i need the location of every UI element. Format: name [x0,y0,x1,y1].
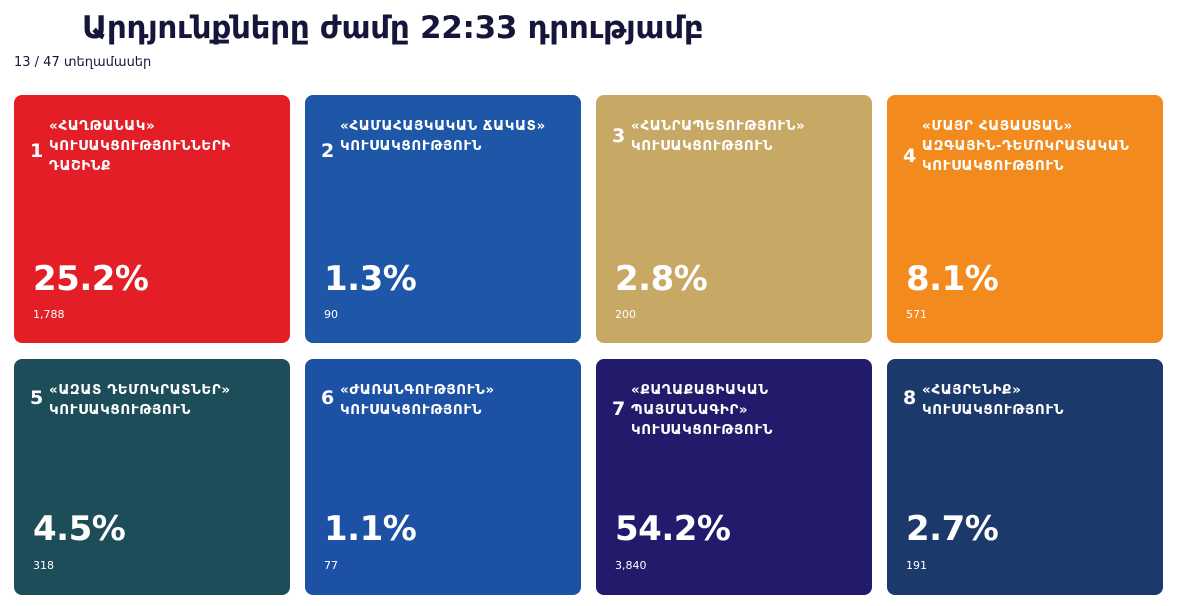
vote-percent: 25.2% [33,259,149,299]
vote-count: 318 [33,559,54,572]
party-name: «ԱԶԱՏ ԴԵՄՈԿՐԱՏՆԵՐ» ԿՈՒՍԱԿՑՈՒԹՅՈՒՆ [49,382,231,418]
party-number: 6 [321,387,335,409]
vote-percent: 1.1% [324,509,417,549]
vote-count: 200 [615,308,636,321]
vote-percent: 1.3% [324,259,417,299]
party-card-7[interactable]: 7 «ՔԱՂԱՔԱՑԻԱԿԱՆ ՊԱՅՄԱՆԱԳԻՐ» ԿՈՒՍԱԿՑՈՒԹՅՈ… [596,359,872,595]
vote-percent: 54.2% [615,509,731,549]
party-card-8[interactable]: 8 «ՀԱՅՐԵՆԻՔ» ԿՈՒՍԱԿՑՈՒԹՅՈՒՆ 2.7% 191 [887,359,1163,595]
party-name: «ՀԱՆՐԱՊԵՏՈՒԹՅՈՒՆ» ԿՈՒՍԱԿՑՈՒԹՅՈՒՆ [631,118,806,154]
party-card-6[interactable]: 6 «ԺԱՌԱՆԳՈՒԹՅՈՒՆ» ԿՈՒՍԱԿՑՈՒԹՅՈՒՆ 1.1% 77 [305,359,581,595]
party-card-4[interactable]: 4 «ՄԱՅՐ ՀԱՅԱՍՏԱՆ» ԱԶԳԱՅԻՆ-ԴԵՄՈԿՐԱՏԱԿԱՆ Կ… [887,95,1163,343]
party-card-5[interactable]: 5 «ԱԶԱՏ ԴԵՄՈԿՐԱՏՆԵՐ» ԿՈՒՍԱԿՑՈՒԹՅՈՒՆ 4.5%… [14,359,290,595]
party-name: «ՄԱՅՐ ՀԱՅԱՍՏԱՆ» ԱԶԳԱՅԻՆ-ԴԵՄՈԿՐԱՏԱԿԱՆ ԿՈՒ… [922,118,1130,174]
party-card-1[interactable]: 1 «ՀԱՂԹԱՆԱԿ» ԿՈՒՍԱԿՑՈՒԹՅՈՒՆՆԵՐԻ ԴԱՇԻՆՔ 2… [14,95,290,343]
party-number: 4 [903,145,917,167]
party-name: «ԺԱՌԱՆԳՈՒԹՅՈՒՆ» ԿՈՒՍԱԿՑՈՒԹՅՈՒՆ [340,382,495,418]
party-name: «ՔԱՂԱՔԱՑԻԱԿԱՆ ՊԱՅՄԱՆԱԳԻՐ» ԿՈՒՍԱԿՑՈՒԹՅՈՒՆ [631,382,774,438]
vote-percent: 8.1% [906,259,999,299]
vote-count: 571 [906,308,927,321]
precinct-count: 13 / 47 տեղամասեր [14,55,152,70]
party-number: 5 [30,387,44,409]
party-name: «ՀԱՄԱՀԱՅԿԱԿԱՆ ՃԱԿԱՏ» ԿՈՒՍԱԿՑՈՒԹՅՈՒՆ [340,118,546,154]
party-card-3[interactable]: 3 «ՀԱՆՐԱՊԵՏՈՒԹՅՈՒՆ» ԿՈՒՍԱԿՑՈՒԹՅՈՒՆ 2.8% … [596,95,872,343]
vote-percent: 2.7% [906,509,999,549]
vote-count: 90 [324,308,338,321]
party-number: 3 [612,125,626,147]
results-grid: 1 «ՀԱՂԹԱՆԱԿ» ԿՈՒՍԱԿՑՈՒԹՅՈՒՆՆԵՐԻ ԴԱՇԻՆՔ 2… [14,95,1165,595]
party-number: 1 [30,140,44,162]
party-number: 8 [903,387,917,409]
party-card-2[interactable]: 2 «ՀԱՄԱՀԱՅԿԱԿԱՆ ՃԱԿԱՏ» ԿՈՒՍԱԿՑՈՒԹՅՈՒՆ 1.… [305,95,581,343]
party-name: «ՀԱՅՐԵՆԻՔ» ԿՈՒՍԱԿՑՈՒԹՅՈՒՆ [922,382,1065,418]
party-number: 2 [321,140,335,162]
vote-count: 1,788 [33,308,65,321]
page-title: Արդյունքները ժամը 22:33 դրությամբ [82,10,704,46]
vote-count: 3,840 [615,559,647,572]
party-number: 7 [612,398,626,420]
vote-percent: 2.8% [615,259,708,299]
party-name: «ՀԱՂԹԱՆԱԿ» ԿՈՒՍԱԿՑՈՒԹՅՈՒՆՆԵՐԻ ԴԱՇԻՆՔ [49,118,231,174]
vote-percent: 4.5% [33,509,126,549]
vote-count: 191 [906,559,927,572]
vote-count: 77 [324,559,338,572]
